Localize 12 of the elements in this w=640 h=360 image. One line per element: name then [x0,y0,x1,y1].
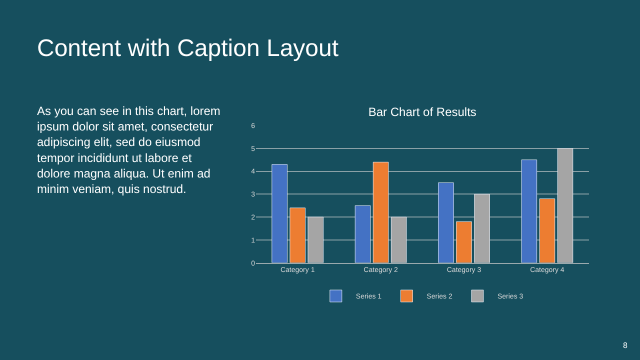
bar [438,182,454,263]
bar [456,221,472,263]
text: As you can see in this chart, lorem ipsum dolor sit amet, consectetur adipiscing elit, sed do eiusmod tempor incididunt ut labore et dolore magna aliqua. Ut enim ad minim veniam, quis nostrud. [37,104,220,196]
bar [354,205,371,263]
text: 8 [623,341,628,350]
chart-title: Bar Chart of Results [368,104,476,119]
bar [521,160,538,263]
bar [372,162,389,263]
bar [290,208,306,263]
bar [272,164,288,263]
text: Content with Caption Layout [37,35,339,62]
bar [539,198,556,263]
